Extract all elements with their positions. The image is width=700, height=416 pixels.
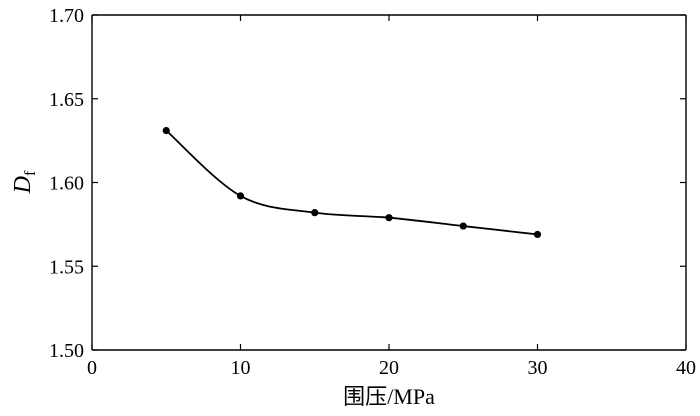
plot-frame [91,14,687,351]
y-tick-label: 1.70 [49,5,84,27]
y-ticks: 1.50 1.55 1.60 1.65 1.70 [49,5,686,362]
x-axis-label: 围压/MPa [343,384,435,409]
y-tick-label: 1.55 [49,256,84,278]
y-tick-label: 1.60 [49,173,84,195]
x-tick-label: 30 [528,357,548,379]
data-points [162,126,542,239]
y-tick-label: 1.50 [49,340,84,362]
x-tick-label: 0 [87,357,97,379]
series-line [165,129,538,236]
data-point [533,230,542,239]
data-point [236,192,245,200]
y-axis-label: Df [10,170,39,194]
data-point [385,214,393,222]
y-axis-label-sub: f [22,170,39,176]
data-point [162,126,170,135]
x-tick-label: 40 [676,357,696,379]
x-tick-label: 10 [231,357,251,379]
data-point [311,209,319,217]
y-axis-label-main: D [10,176,36,194]
x-ticks: 0 10 20 30 40 [87,15,696,379]
x-tick-label: 20 [379,357,399,379]
data-point [459,222,467,230]
y-tick-label: 1.65 [49,89,84,111]
